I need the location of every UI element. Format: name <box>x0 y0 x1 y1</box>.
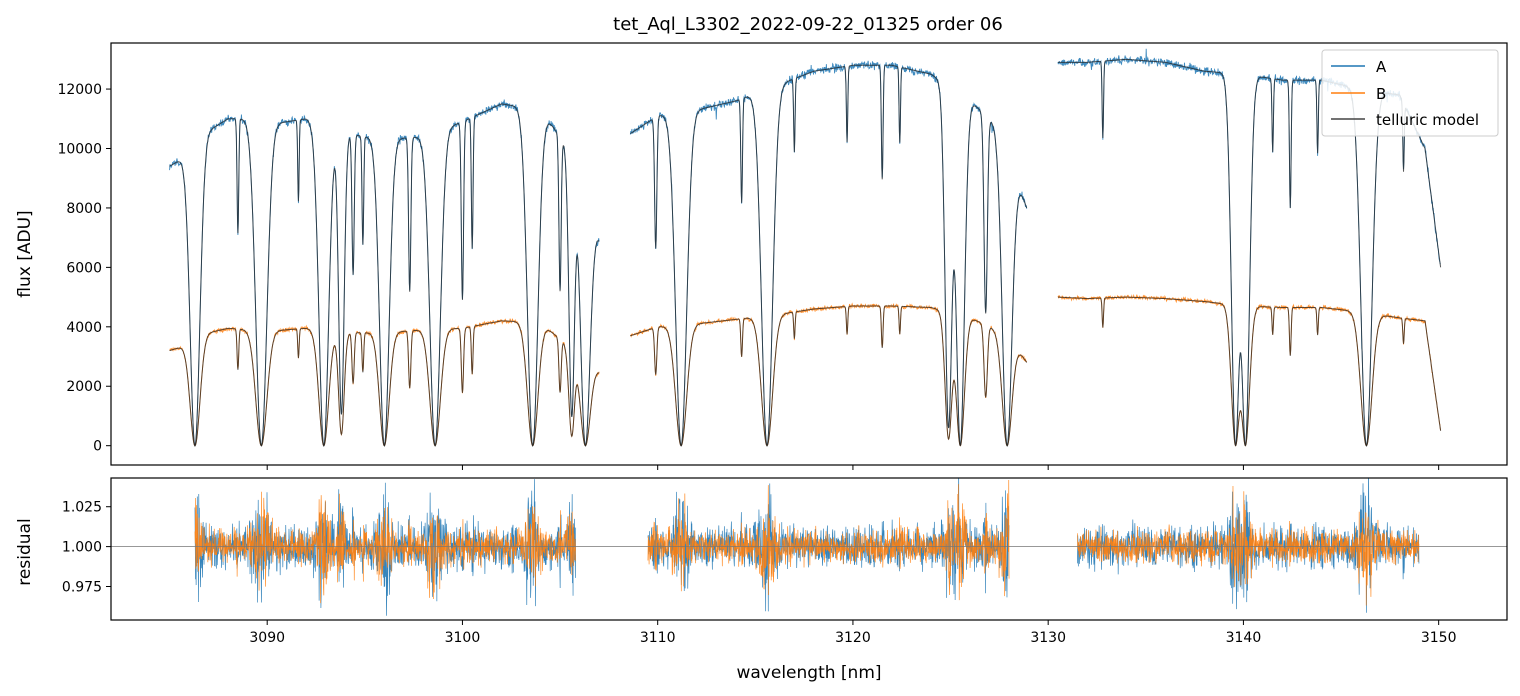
residual-y-ticks: 0.975 1.000 1.025 <box>62 500 111 595</box>
spectrum-y-tick-label: 4000 <box>66 320 102 336</box>
residual-axes-frame <box>110 477 1508 621</box>
x-tick-label: 3100 <box>445 630 481 646</box>
residual-y-tick-label: 1.000 <box>62 540 102 556</box>
spectrum-panel: 0 2000 4000 6000 8000 10000 12000 flux [ADU] A… <box>15 42 1508 470</box>
spectrum-axes-frame <box>110 42 1508 466</box>
spectrum-plot-area <box>169 48 1442 448</box>
x-tick-label: 3090 <box>249 630 285 646</box>
residual-y-tick-label: 0.975 <box>62 579 102 595</box>
spectrum-y-tick-label: 10000 <box>57 142 102 158</box>
x-tick-label: 3130 <box>1030 630 1066 646</box>
spectrum-y-tick-label: 0 <box>93 439 102 455</box>
x-tick-label: 3120 <box>835 630 871 646</box>
x-tick-label: 3110 <box>640 630 676 646</box>
spectrum-y-tick-label: 2000 <box>66 379 102 395</box>
legend-box <box>1321 49 1499 137</box>
spectrum-y-tick-label: 8000 <box>66 201 102 217</box>
residual-plot-area <box>111 478 1507 616</box>
legend-label-B: B <box>1376 85 1386 103</box>
spectrum-x-ticks <box>266 465 1440 470</box>
residual-x-ticks: 3090 3100 3110 3120 3130 3140 3150 <box>249 620 1456 646</box>
x-axis-label: wavelength [nm] <box>736 663 881 683</box>
x-tick-label: 3140 <box>1226 630 1262 646</box>
residual-panel: 0.975 1.000 1.025 3090 3100 3110 3120 3130 3140… <box>15 477 1508 683</box>
residual-y-axis-label: residual <box>15 518 35 585</box>
legend: A B telluric model <box>1321 49 1499 137</box>
residual-y-tick-label: 1.025 <box>62 500 102 516</box>
legend-label-telluric-model: telluric model <box>1376 111 1479 129</box>
spectrum-y-tick-label: 12000 <box>57 82 102 98</box>
x-tick-label: 3150 <box>1421 630 1457 646</box>
chart-title: tet_Aql_L3302_2022-09-22_01325 order 06 <box>613 14 1003 35</box>
spectrum-y-tick-label: 6000 <box>66 260 102 276</box>
spectrum-y-axis-label: flux [ADU] <box>15 210 35 297</box>
legend-label-A: A <box>1376 58 1387 76</box>
telluric-model-B-line <box>169 296 1442 447</box>
spectrum-y-ticks: 0 2000 4000 6000 8000 10000 12000 <box>57 82 111 455</box>
